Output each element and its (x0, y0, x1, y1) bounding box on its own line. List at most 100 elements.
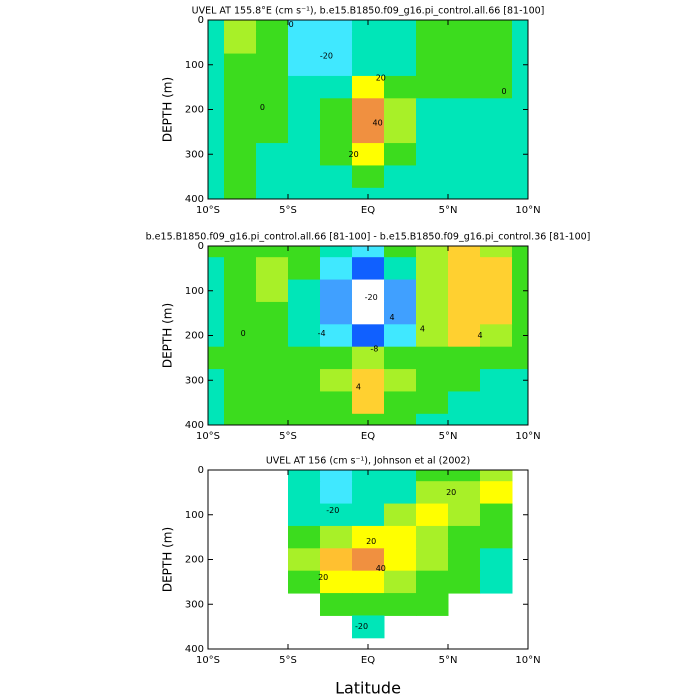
contour-cell (288, 503, 321, 527)
contour-cell (320, 20, 353, 32)
contour-cell (320, 53, 353, 77)
contour-cell (288, 257, 321, 281)
contour-cell (416, 570, 449, 594)
x-tick-label: 10°S (196, 655, 220, 666)
contour-cell (320, 165, 353, 189)
contour-cell (384, 75, 417, 99)
contour-cell (288, 346, 321, 370)
contour-cell (320, 470, 353, 482)
contour-cell (352, 391, 385, 415)
contour-cell (320, 279, 353, 303)
contour-cell (512, 31, 528, 55)
y-tick-label: 400 (185, 644, 204, 655)
contour-label: 4 (356, 382, 361, 391)
contour-cell (224, 301, 257, 325)
contour-cell (384, 31, 417, 55)
contour-cell (384, 503, 417, 527)
contour-cell (384, 413, 417, 425)
contour-cell (288, 20, 321, 32)
contour-cell (480, 246, 513, 258)
contour-cell (480, 120, 513, 144)
contour-cell (512, 369, 528, 392)
contour-cell (448, 75, 481, 99)
contour-cell (352, 20, 385, 32)
contour-cell (208, 279, 225, 303)
contour-cell (384, 187, 417, 199)
contour-cell (208, 98, 225, 122)
contour-cell (208, 53, 225, 77)
contour-cell (480, 257, 513, 281)
contour-cell (208, 369, 225, 392)
contour-cell (352, 369, 385, 392)
contour-cell (448, 20, 481, 32)
contour-label: 0 (260, 103, 265, 112)
contour-cell (416, 98, 449, 122)
contour-cell (320, 75, 353, 99)
y-tick-label: 0 (198, 465, 204, 476)
field (288, 470, 513, 639)
contour-cell (288, 187, 321, 199)
contour-cell (512, 324, 528, 348)
contour-cell (384, 120, 417, 144)
contour-cell (352, 615, 385, 639)
contour-cell (352, 120, 385, 144)
contour-cell (352, 548, 385, 572)
contour-cell (448, 369, 481, 392)
contour-cell (288, 470, 321, 482)
x-tick-label: EQ (361, 655, 375, 666)
contour-cell (224, 413, 257, 425)
contour-cell (448, 525, 481, 549)
y-tick-label: 100 (185, 286, 204, 297)
y-tick-label: 100 (185, 60, 204, 71)
contour-cell (512, 391, 528, 415)
contour-cell (480, 301, 513, 325)
contour-label: 20 (446, 488, 456, 497)
contour-cell (224, 75, 257, 99)
contour-cell (224, 120, 257, 144)
contour-cell (256, 120, 289, 144)
contour-cell (480, 53, 513, 77)
contour-cell (416, 31, 449, 55)
contour-cell (208, 120, 225, 144)
contour-label: -20 (355, 622, 368, 631)
contour-cell (320, 391, 353, 415)
contour-cell (352, 143, 385, 166)
contour-cell (352, 31, 385, 55)
contour-cell (320, 570, 353, 594)
contour-cell (480, 165, 513, 189)
contour-cell (384, 143, 417, 166)
contour-cell (448, 31, 481, 55)
contour-cell (288, 324, 321, 348)
contour-cell (224, 98, 257, 122)
contour-cell (480, 20, 513, 32)
contour-cell (512, 279, 528, 303)
contour-cell (384, 593, 417, 616)
contour-cell (352, 187, 385, 199)
contour-cell (288, 143, 321, 166)
field (208, 246, 528, 425)
contour-cell (416, 525, 449, 549)
contour-cell (448, 143, 481, 166)
contour-cell (288, 279, 321, 303)
panel-title: UVEL AT 155.8°E (cm s⁻¹), b.e15.B1850.f0… (192, 6, 545, 17)
contour-cell (352, 413, 385, 425)
contour-cell (480, 187, 513, 199)
contour-cell (416, 369, 449, 392)
contour-cell (448, 187, 481, 199)
contour-cell (320, 257, 353, 281)
contour-cell (256, 165, 289, 189)
contour-label: 0 (241, 329, 246, 338)
contour-cell (416, 246, 449, 258)
contour-cell (480, 31, 513, 55)
contour-cell (416, 75, 449, 99)
contour-cell (384, 301, 417, 325)
contour-cell (448, 391, 481, 415)
contour-cell (256, 143, 289, 166)
y-tick-label: 400 (185, 420, 204, 431)
contour-cell (208, 20, 225, 32)
contour-cell (448, 279, 481, 303)
y-tick-label: 300 (185, 599, 204, 610)
contour-cell (448, 481, 481, 505)
contour-cell (256, 20, 289, 32)
contour-cell (224, 20, 257, 32)
